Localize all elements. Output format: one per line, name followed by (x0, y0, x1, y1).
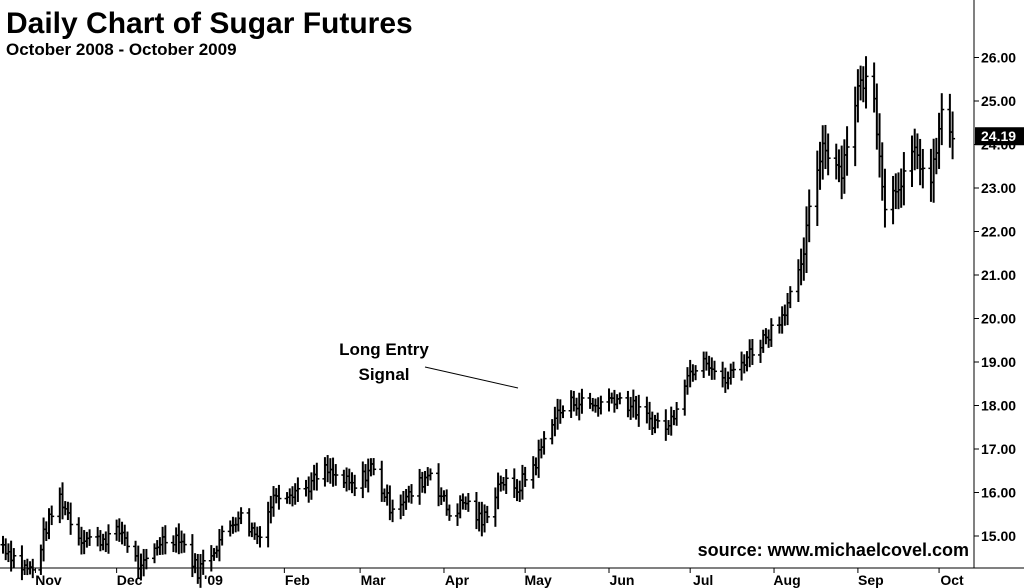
ohlc-bar (352, 474, 358, 497)
y-tick-label: 23.00 (981, 180, 1016, 196)
annotation-pointer (424, 366, 519, 389)
ohlc-bar (806, 189, 812, 243)
ohlc-bar (950, 111, 956, 160)
ohlc-bar (124, 531, 130, 553)
ohlc-bar (49, 505, 55, 526)
ohlc-bar (143, 548, 149, 570)
last-price-box (975, 127, 1024, 146)
ohlc-bar (390, 499, 396, 523)
ohlc-bar (730, 361, 736, 378)
ohlc-bar (87, 529, 93, 546)
ohlc-bar (768, 318, 774, 347)
ohlc-bar (409, 484, 415, 504)
y-tick-label: 26.00 (981, 50, 1016, 66)
x-tick-label: Mar (361, 572, 386, 588)
y-axis: 15.00 16.00 17.00 18.00 19.00 20.00 21.00 22.00… (974, 50, 1016, 544)
x-tick-label: Jun (610, 572, 635, 588)
ohlc-bar (825, 133, 831, 176)
ohlc-bar (162, 525, 168, 555)
ohlc-bar (276, 484, 282, 510)
annotation-line2: Signal (358, 365, 409, 384)
y-tick-label: 22.00 (981, 224, 1016, 240)
annotation-line1: Long Entry (339, 340, 429, 359)
ohlc-bar (749, 339, 755, 365)
x-tick-label: Oct (940, 572, 964, 588)
ohlc-bar (11, 548, 17, 569)
x-tick-label: Apr (445, 572, 470, 588)
ohlc-bar (939, 93, 945, 146)
last-price-label: 24.19 (981, 128, 1016, 144)
ohlc-bar (655, 412, 661, 429)
ohlc-bar (560, 405, 566, 419)
ohlc-bar (314, 462, 320, 491)
ohlc-bar (693, 365, 699, 381)
y-tick-label: 16.00 (981, 485, 1016, 501)
ohlc-bar (522, 466, 528, 487)
ohlc-bar (106, 524, 112, 554)
x-tick-label: Dec (117, 572, 143, 588)
annotation: Long Entry Signal (339, 340, 519, 389)
y-tick-label: 18.00 (981, 398, 1016, 414)
ohlc-bar (181, 533, 187, 553)
ohlc-bar (541, 431, 547, 455)
ohlc-bar (238, 507, 244, 525)
ohlc-bar (446, 504, 452, 521)
ohlc-bar (427, 468, 433, 481)
ohlc-bar (617, 392, 623, 405)
chart-subtitle: October 2008 - October 2009 (6, 40, 237, 59)
ohlc-bar (295, 477, 301, 502)
ohlc-bar (598, 395, 604, 415)
ohlc-bar (484, 505, 490, 524)
x-tick-label: Aug (773, 572, 800, 588)
last-price-marker: 24.19 (975, 127, 1024, 146)
ohlc-bar (219, 525, 225, 546)
source-label: source: www.michaelcovel.com (698, 540, 969, 560)
y-tick-label: 21.00 (981, 267, 1016, 283)
ohlc-bar (68, 502, 74, 535)
x-tick-label: '09 (204, 572, 223, 588)
ohlc-bar (579, 388, 585, 414)
ohlc-bar (901, 152, 907, 206)
ohlc-bar (333, 464, 339, 486)
ohlc-bar (503, 469, 509, 495)
ohlc-bar (371, 458, 377, 476)
ohlc-bar (863, 56, 869, 109)
x-tick-label: Sep (858, 572, 884, 588)
ohlc-bar (465, 492, 471, 512)
y-tick-label: 25.00 (981, 93, 1016, 109)
x-tick-label: Feb (285, 572, 310, 588)
chart-title: Daily Chart of Sugar Futures (6, 7, 413, 40)
ohlc-bar (257, 526, 263, 548)
ohlc-bar (636, 394, 642, 427)
ohlc-bar (712, 360, 718, 380)
y-tick-label: 20.00 (981, 311, 1016, 327)
y-tick-label: 19.00 (981, 354, 1016, 370)
ohlc-bar (920, 148, 926, 189)
x-tick-label: May (525, 572, 552, 588)
ohlc-bars (0, 56, 956, 588)
x-tick-label: Nov (35, 572, 62, 588)
x-axis: Nov Dec '09 Feb Mar Apr May Jun Jul Aug Sep Oct (34, 568, 964, 588)
ohlc-bar (200, 549, 206, 575)
ohlc-bar (844, 126, 850, 176)
ohlc-bar (787, 286, 793, 309)
ohlc-bar (882, 168, 888, 228)
y-tick-label: 17.00 (981, 441, 1016, 457)
y-tick-label: 15.00 (981, 528, 1016, 544)
x-tick-label: Jul (693, 572, 713, 588)
ohlc-bar (674, 402, 680, 426)
